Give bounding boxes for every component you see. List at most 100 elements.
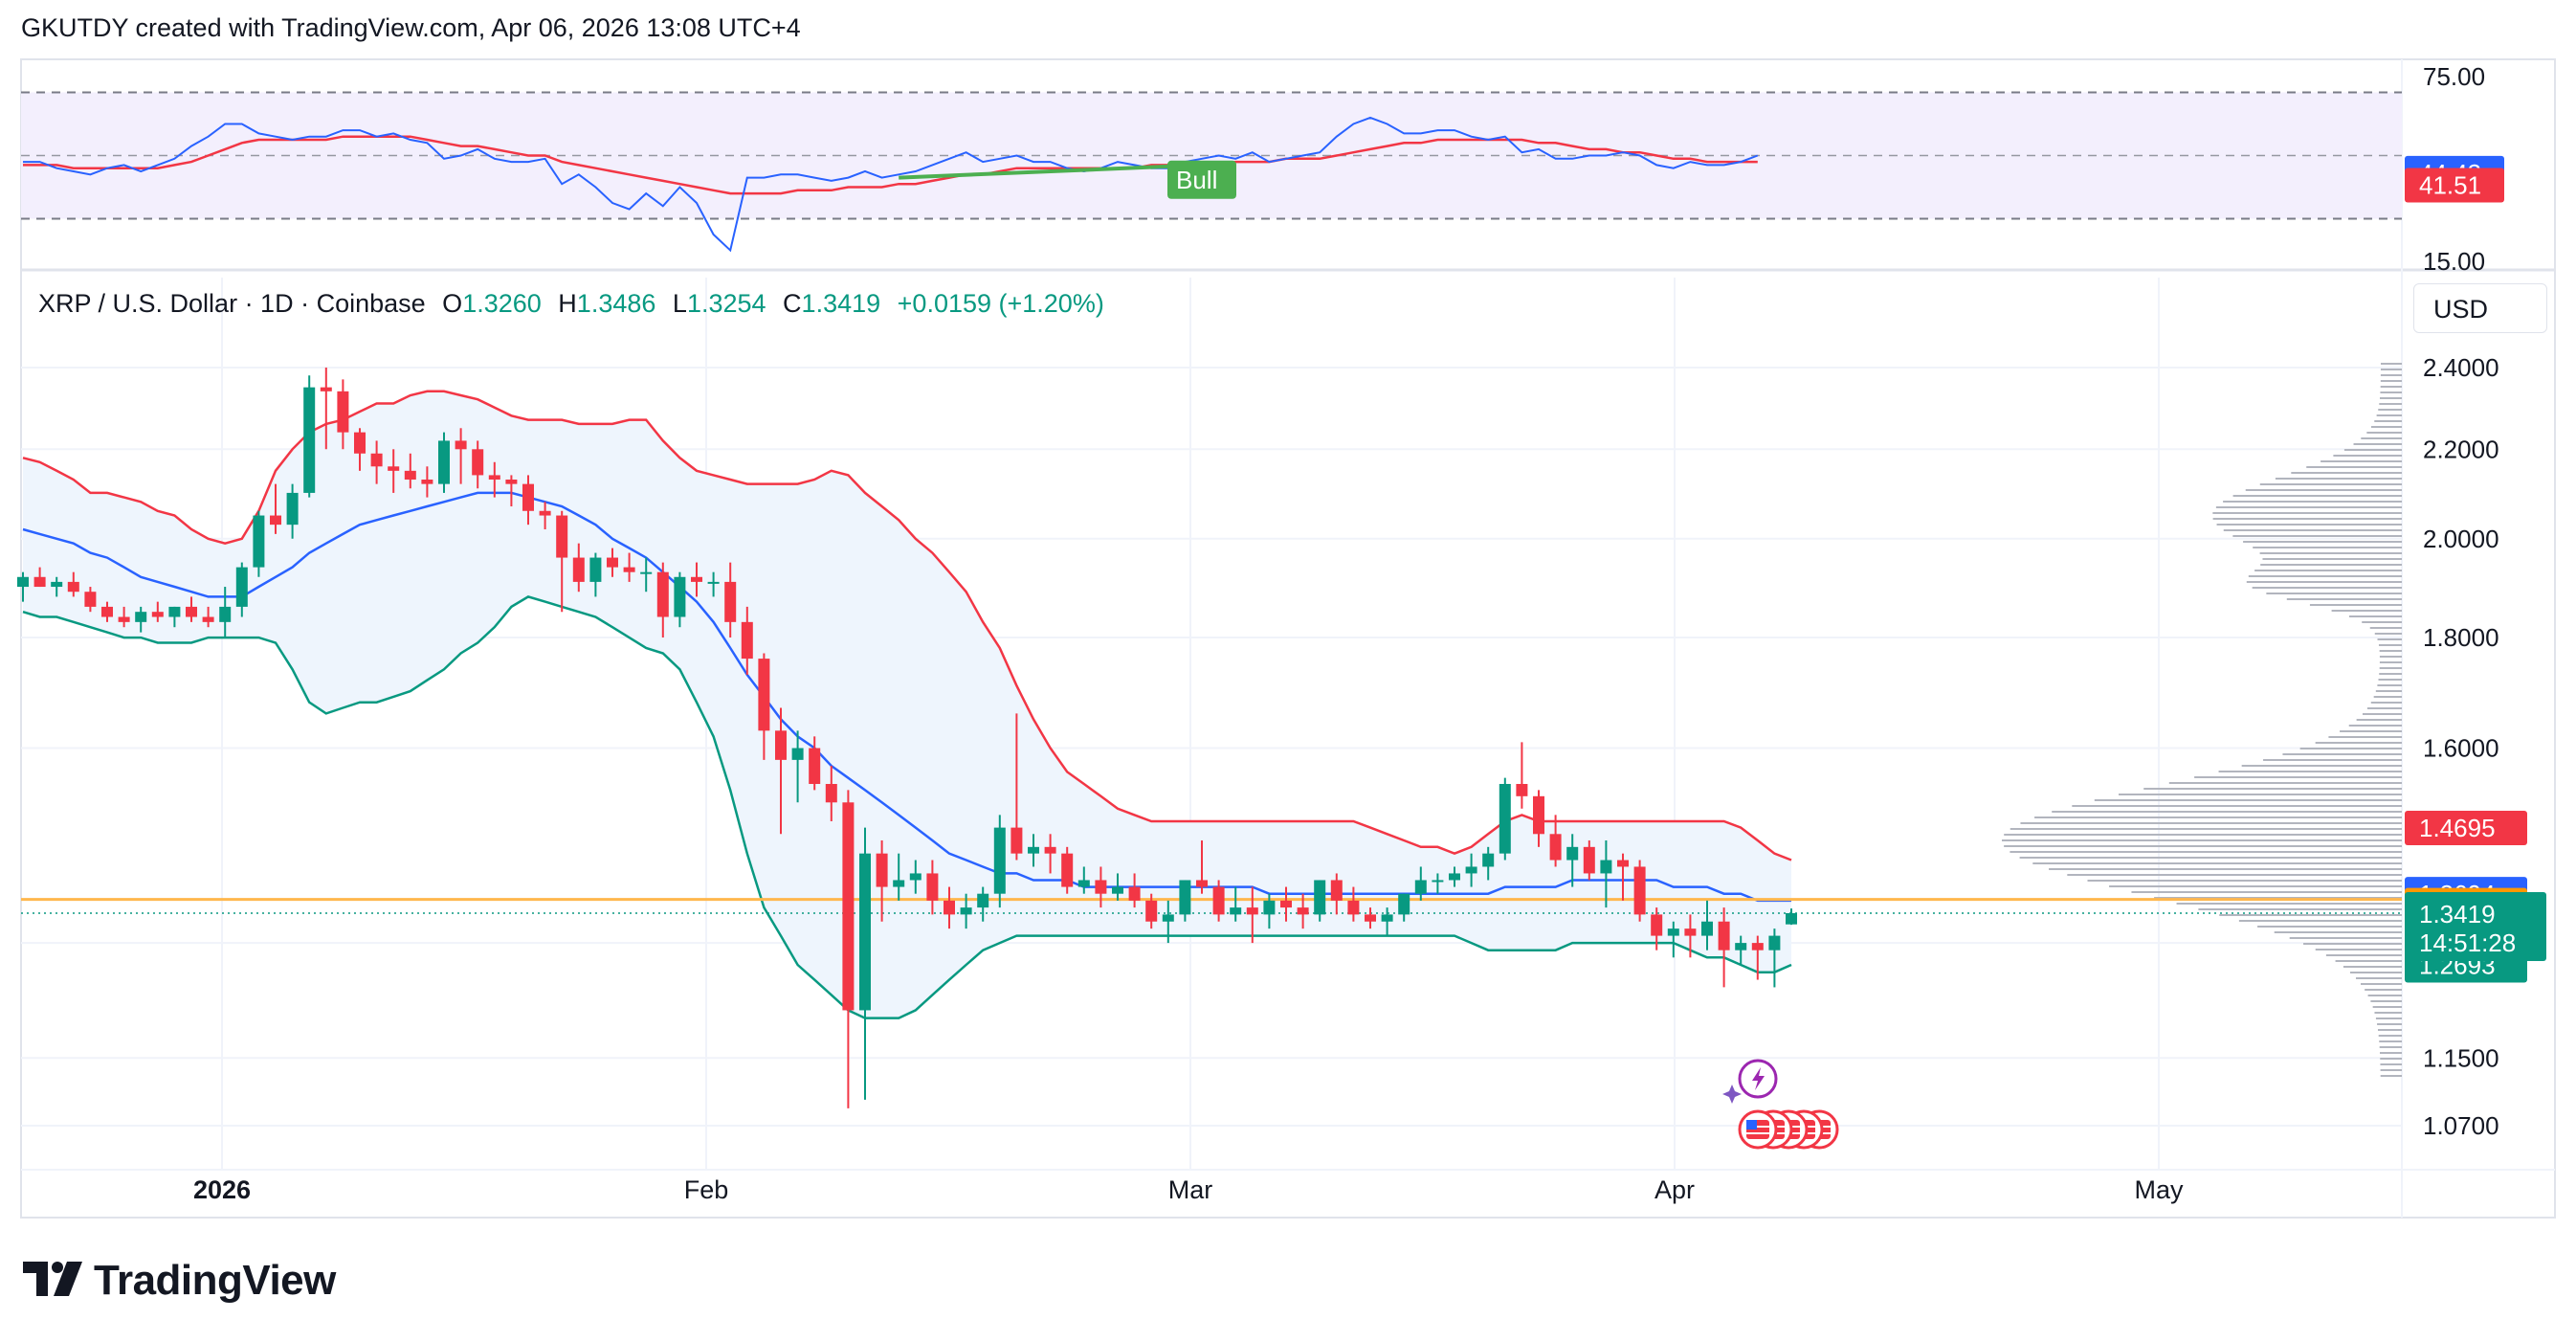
- candle-body: [33, 576, 46, 588]
- candle-body: [1432, 880, 1444, 883]
- symbol-title: XRP / U.S. Dollar · 1D · Coinbase: [38, 289, 426, 318]
- tradingview-logo[interactable]: TradingView: [23, 1254, 336, 1308]
- logo-shape-t: [23, 1262, 48, 1296]
- candle-body: [1112, 886, 1123, 894]
- candle-body: [1128, 886, 1141, 901]
- candle-body: [842, 802, 855, 1011]
- candle-body: [607, 557, 618, 568]
- price-pane: 2.4000 2.2000 2.0000 1.8000 1.6000 1.1500 1.07…: [17, 278, 2546, 1204]
- rsi-divergence-line: [899, 163, 1203, 180]
- candle-body: [1533, 795, 1544, 835]
- bollinger-lower-line: [22, 595, 1792, 1019]
- time-tick-label: Apr: [1654, 1175, 1695, 1204]
- candle-body: [421, 480, 433, 484]
- high-value: 1.3486: [576, 289, 656, 318]
- candle-body: [1196, 880, 1208, 887]
- candle-body: [370, 453, 383, 467]
- rsi-tick-15: 15.00: [2423, 247, 2485, 276]
- candle-body: [993, 827, 1006, 894]
- candle-body: [1314, 880, 1326, 915]
- candle-body: [219, 606, 232, 622]
- candle-body: [168, 606, 181, 617]
- candle-body: [151, 612, 164, 617]
- candle-body: [303, 387, 316, 493]
- candle-body: [775, 730, 787, 760]
- candle-body: [1179, 880, 1191, 915]
- low-value: 1.3254: [686, 289, 766, 318]
- candle-body: [707, 581, 720, 584]
- close-value: 1.3419: [801, 289, 881, 318]
- candle-body: [791, 748, 804, 760]
- candle-body: [926, 873, 939, 901]
- economic-events-icons[interactable]: [1738, 1109, 1839, 1150]
- candle-body: [1718, 921, 1730, 951]
- candle-body: [1633, 866, 1646, 915]
- candle-body: [51, 581, 63, 588]
- candle-body: [522, 483, 534, 511]
- time-tick-label: Feb: [684, 1175, 729, 1204]
- candle-body: [977, 893, 989, 908]
- candle-body: [1617, 860, 1629, 867]
- candle-body: [1280, 900, 1292, 908]
- candle-body: [674, 576, 686, 617]
- candle-body: [1347, 900, 1360, 915]
- rsi-ma-value-badge-bg: [2405, 168, 2504, 203]
- price-axis-badge-text: 1.4695: [2419, 814, 2496, 842]
- candles: [17, 368, 1797, 1108]
- rsi-ma-value-badge-text: 41.51: [2419, 171, 2481, 200]
- candle-body: [1499, 784, 1511, 854]
- candle-body: [388, 466, 400, 471]
- candle-body: [1398, 893, 1410, 915]
- candle-body: [1449, 873, 1460, 881]
- volume-profile: [2002, 363, 2402, 1077]
- candle-body: [1482, 853, 1495, 867]
- price-tick-label: 1.1500: [2423, 1043, 2499, 1072]
- candle-body: [1600, 860, 1612, 874]
- candle-body: [893, 880, 905, 887]
- price-tick-label: 1.0700: [2423, 1111, 2499, 1140]
- candle-body: [135, 612, 147, 622]
- ai-insight-icon-bolt: [1752, 1067, 1765, 1090]
- close-label: C: [783, 289, 802, 318]
- candle-body: [118, 616, 130, 622]
- last-price-badge-bg: [2405, 892, 2546, 962]
- candle-body: [84, 592, 97, 607]
- ai-insight-icon[interactable]: [1722, 1059, 1778, 1104]
- candle-body: [270, 515, 281, 526]
- candle-body: [809, 748, 821, 785]
- time-tick-label: 2026: [193, 1175, 251, 1204]
- candle-body: [354, 432, 366, 454]
- candle-body: [1365, 914, 1376, 922]
- candle-body: [1028, 846, 1039, 854]
- low-label: L: [672, 289, 687, 318]
- event-flag-canton-icon: [1746, 1120, 1757, 1130]
- candle-body: [859, 853, 871, 1011]
- candle-body: [656, 571, 669, 617]
- price-tick-label: 2.4000: [2423, 353, 2499, 382]
- currency-button[interactable]: USD: [2413, 283, 2547, 333]
- candle-body: [909, 873, 922, 881]
- candle-body: [1381, 914, 1393, 922]
- candle-body: [17, 576, 29, 588]
- candle-body: [186, 606, 197, 617]
- candle-body: [825, 784, 837, 803]
- candle-body: [505, 480, 518, 484]
- ai-insight-icon-sparkle: [1722, 1085, 1742, 1104]
- bollinger-band-fill: [23, 391, 1791, 1018]
- candle-body: [337, 391, 349, 433]
- price-tick-label: 2.2000: [2423, 435, 2499, 463]
- candle-body: [1212, 886, 1225, 915]
- tradingview-logo-text: TradingView: [94, 1257, 336, 1304]
- candle-body: [67, 581, 79, 593]
- candle-body: [1246, 907, 1258, 915]
- rsi-ma-value-badge: 41.51: [2405, 168, 2504, 203]
- candle-body: [1566, 846, 1579, 861]
- logo-shape-dot: [52, 1262, 63, 1273]
- candle-body: [589, 557, 602, 582]
- candle-body: [202, 616, 214, 622]
- open-value: 1.3260: [462, 289, 542, 318]
- candle-body: [1044, 846, 1056, 854]
- candle-body: [438, 440, 450, 484]
- rsi-pane: Bull 75.00 15.00 44.43 41.51: [21, 62, 2504, 276]
